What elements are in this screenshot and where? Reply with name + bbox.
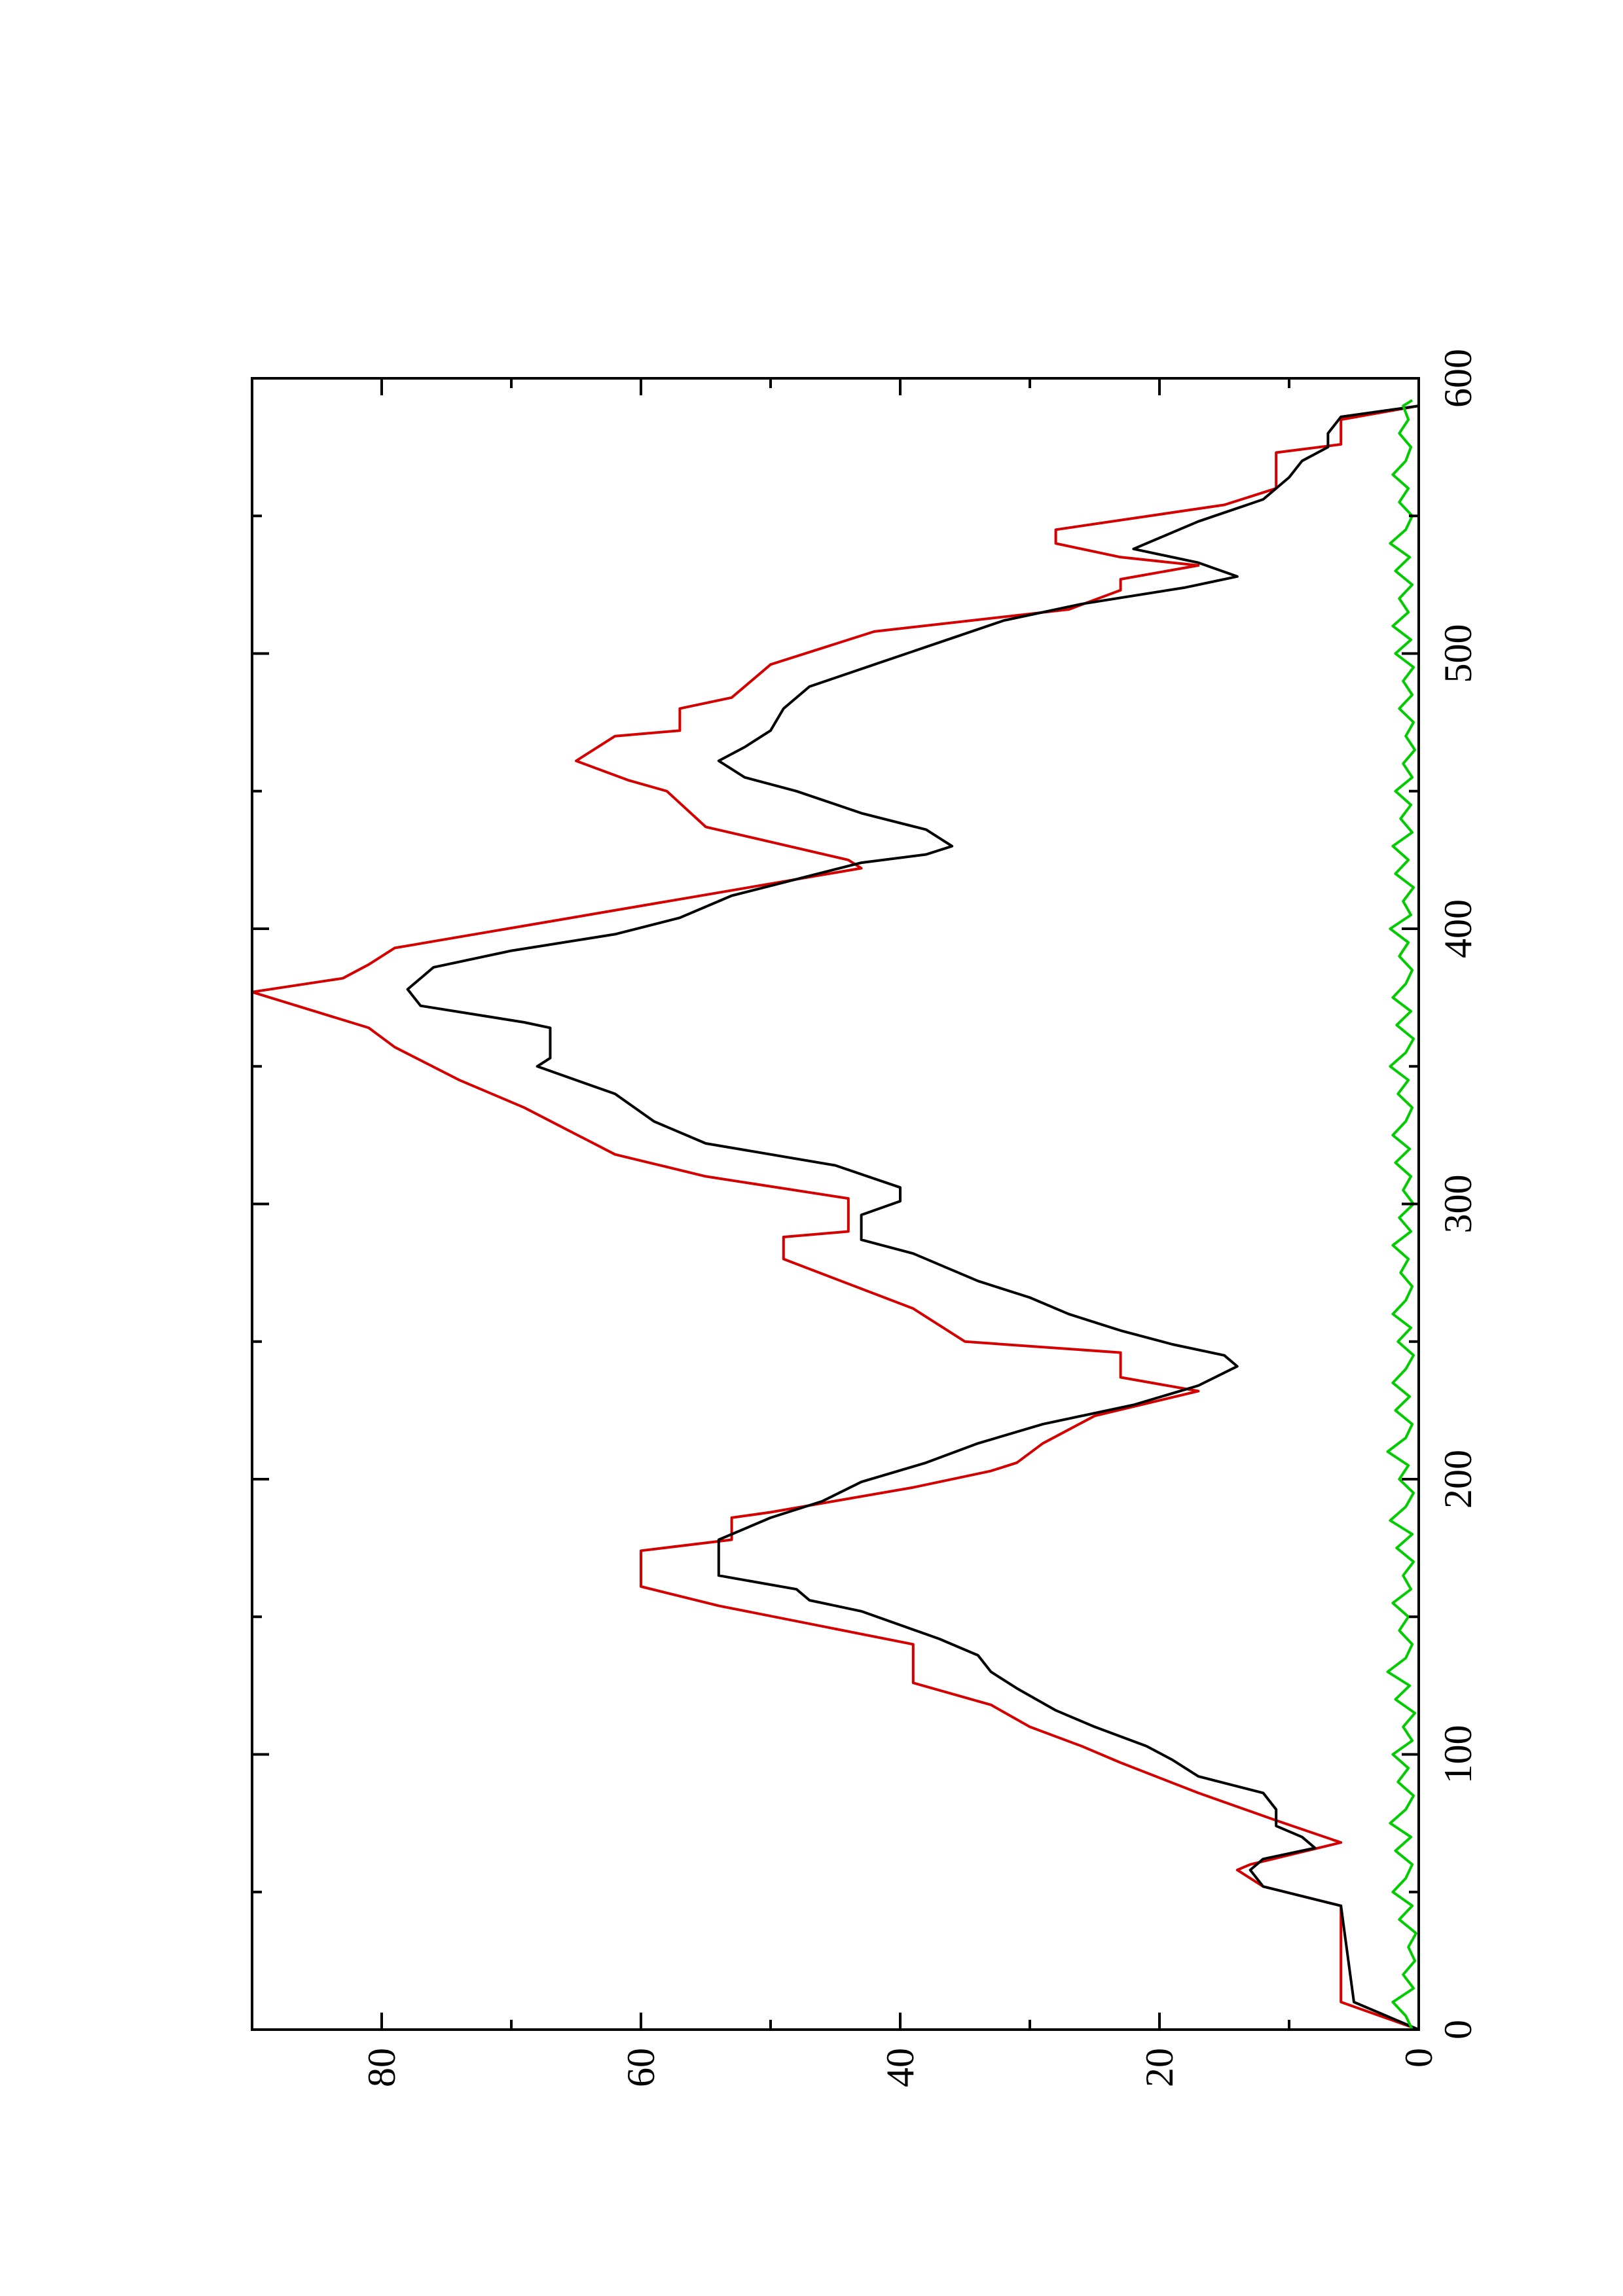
series-line-0 — [251, 404, 1419, 2031]
label-layer: 0 100 200 300 400 500 600 0 20 40 60 80 — [360, 349, 1480, 2087]
y-tick-label: 20 — [1138, 2048, 1181, 2087]
x-tick-label: 0 — [1436, 2020, 1480, 2039]
x-tick-label: 600 — [1436, 349, 1480, 408]
x-tick-label: 500 — [1436, 624, 1480, 683]
series-line-2 — [1386, 399, 1417, 2030]
x-tick-label: 300 — [1436, 1175, 1480, 1234]
y-tick-label: 40 — [879, 2048, 922, 2087]
x-tick-label: 400 — [1436, 899, 1480, 958]
x-tick-label: 100 — [1436, 1725, 1480, 1784]
series-line-1 — [406, 404, 1419, 2031]
tick-layer — [252, 377, 1420, 2031]
plot-frame — [251, 377, 1420, 2031]
y-tick-label: 0 — [1397, 2048, 1440, 2068]
y-tick-label: 60 — [619, 2048, 663, 2087]
y-tick-label: 80 — [360, 2048, 403, 2087]
series-layer — [251, 399, 1419, 2031]
x-tick-label: 200 — [1436, 1450, 1480, 1509]
